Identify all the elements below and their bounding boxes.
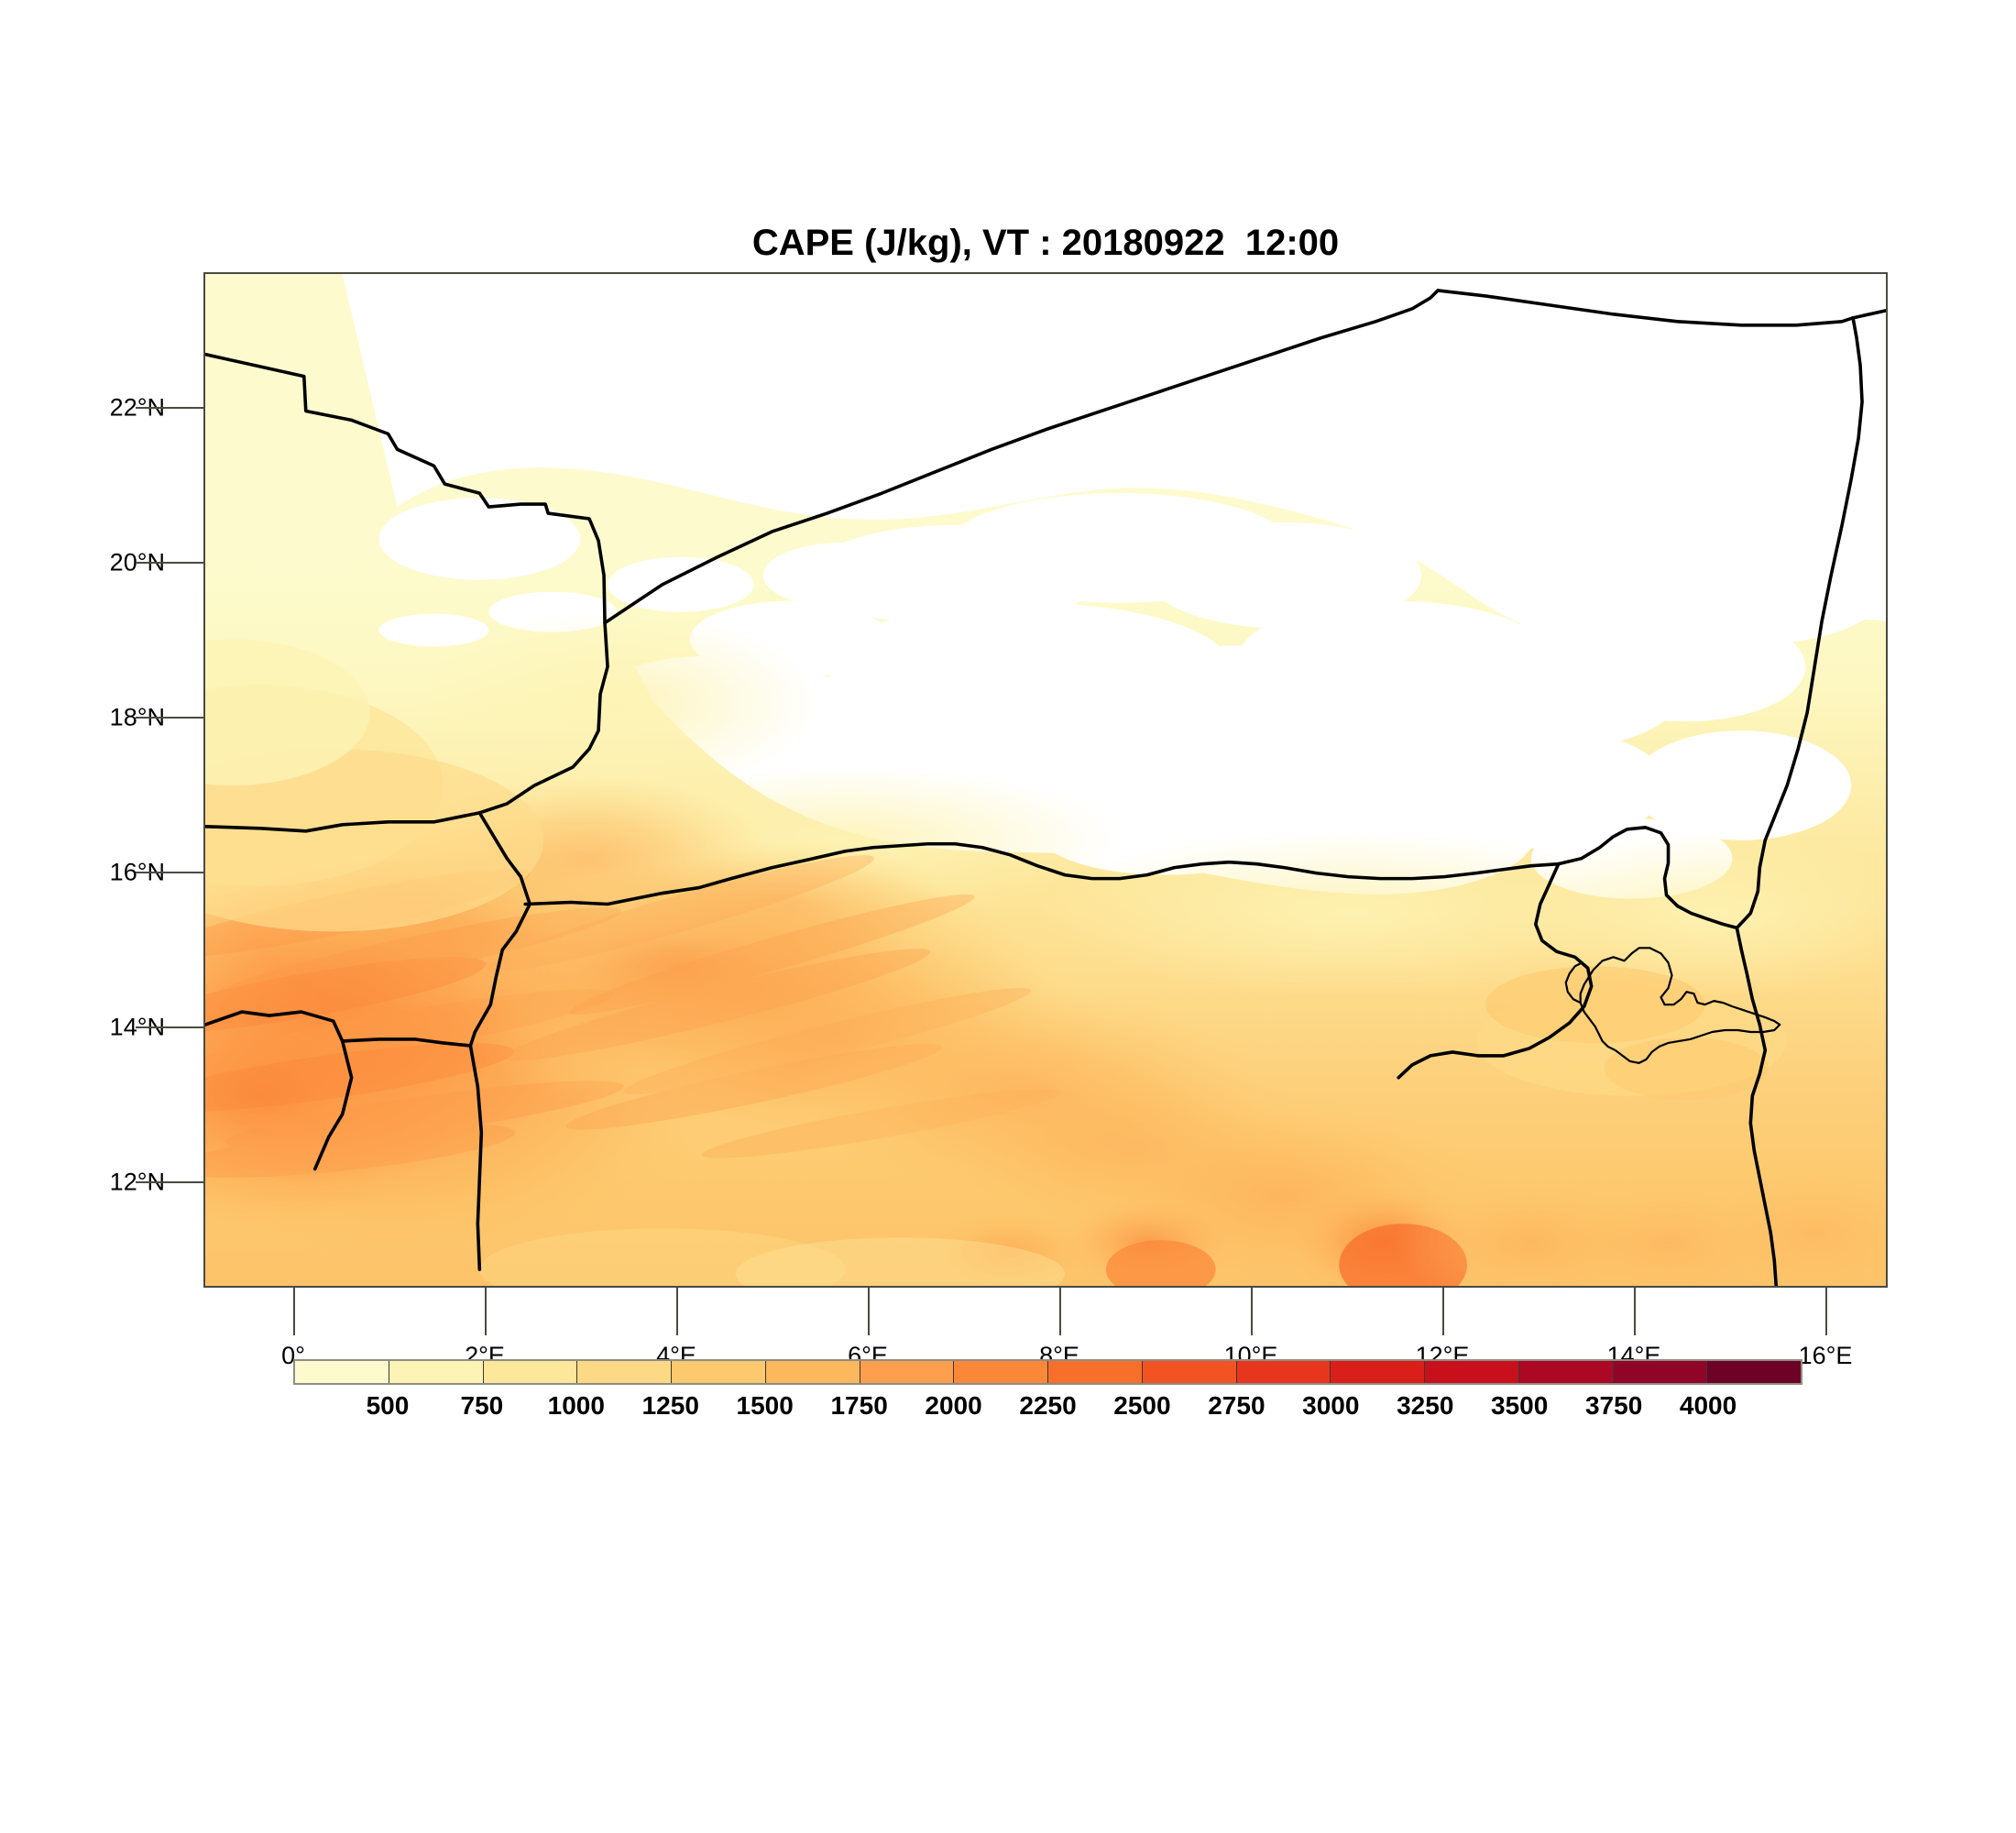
colorbar-segment[interactable] <box>1142 1361 1237 1383</box>
xtick-label: 16°E <box>1798 1342 1853 1369</box>
colorbar-tick-label: 2750 <box>1208 1391 1265 1420</box>
colorbar-tick-label: 750 <box>460 1391 504 1420</box>
ytick-line <box>136 1181 205 1183</box>
colorbar-segment[interactable] <box>1425 1361 1519 1383</box>
colorbar-tick-label: 500 <box>366 1391 410 1420</box>
colorbar-segment[interactable] <box>1236 1361 1331 1383</box>
xtick-line <box>293 1288 295 1335</box>
colorbar-segment[interactable] <box>1048 1361 1143 1383</box>
colorbar-tick-label: 1500 <box>736 1391 794 1420</box>
xtick-line <box>676 1288 678 1335</box>
colorbar-tick-label: 1750 <box>830 1391 888 1420</box>
xtick-line <box>1442 1288 1444 1335</box>
page-title: CAPE (J/kg), VT : 20180922 12:00 <box>751 223 1340 263</box>
colorbar-segment[interactable] <box>483 1361 578 1383</box>
colorbar-segment[interactable] <box>389 1361 484 1383</box>
colorbar-segment[interactable] <box>295 1361 389 1383</box>
colorbar-segment[interactable] <box>1518 1361 1614 1383</box>
country-borders <box>205 289 1886 1286</box>
ytick-line <box>136 562 205 564</box>
colorbar-segment[interactable] <box>860 1361 955 1383</box>
sahara-null-zone-north <box>342 274 1886 640</box>
colorbar-tick-label: 4000 <box>1679 1391 1737 1420</box>
map-panel[interactable] <box>203 272 1888 1288</box>
colorbar-tick-label: 1000 <box>547 1391 605 1420</box>
ytick-line <box>136 1026 205 1028</box>
xtick-line <box>868 1288 870 1335</box>
xtick-line <box>1825 1288 1827 1335</box>
ytick-line <box>136 407 205 409</box>
colorbar-segment[interactable] <box>1707 1361 1801 1383</box>
colorbar-tick-label: 2500 <box>1113 1391 1171 1420</box>
colorbar-tick-label: 1250 <box>641 1391 699 1420</box>
colorbar[interactable] <box>293 1359 1802 1385</box>
xtick-line <box>485 1288 487 1335</box>
colorbar-tick-label: 2000 <box>925 1391 982 1420</box>
lake-chad-outline <box>1564 947 1781 1064</box>
colorbar-segment[interactable] <box>765 1361 860 1383</box>
xtick-line <box>1059 1288 1061 1335</box>
colorbar-segment[interactable] <box>577 1361 672 1383</box>
colorbar-tick-label: 3750 <box>1584 1391 1643 1420</box>
colorbar-segment[interactable] <box>1613 1361 1708 1383</box>
colorbar-tick-label: 3500 <box>1491 1391 1549 1420</box>
colorbar-tick-label: 3250 <box>1397 1391 1454 1420</box>
ytick-line <box>136 872 205 873</box>
colorbar-segment[interactable] <box>672 1361 766 1383</box>
colorbar-tick-label: 3000 <box>1302 1391 1360 1420</box>
colorbar-segment[interactable] <box>1331 1361 1425 1383</box>
colorbar-segment[interactable] <box>954 1361 1048 1383</box>
ytick-line <box>136 717 205 719</box>
xtick-line <box>1634 1288 1636 1335</box>
cape-field-svg <box>205 274 1886 1286</box>
xtick-line <box>1251 1288 1253 1335</box>
colorbar-tick-label: 2250 <box>1019 1391 1077 1420</box>
